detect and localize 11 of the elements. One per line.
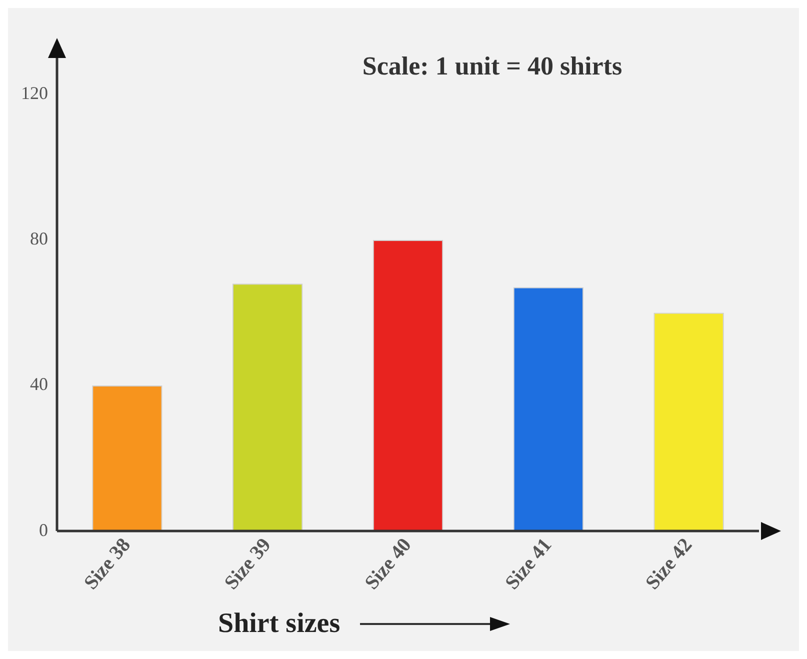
- x-tick-label: Size 40: [360, 534, 416, 594]
- y-tick-label: 40: [30, 374, 48, 394]
- y-tick-label: 120: [21, 83, 48, 104]
- annotation: Scale: 1 unit = 40 shirts: [362, 52, 622, 81]
- x-tick-label: Size 38: [80, 534, 135, 594]
- x-tick-label: Size 39: [220, 534, 276, 594]
- x-tick-label: Size 41: [501, 534, 556, 594]
- x-tick-label: Size 42: [642, 534, 697, 594]
- x-axis-title: Shirt sizes: [218, 608, 340, 640]
- y-tick-label: 80: [30, 228, 48, 249]
- y-tick-label: 0: [39, 520, 48, 540]
